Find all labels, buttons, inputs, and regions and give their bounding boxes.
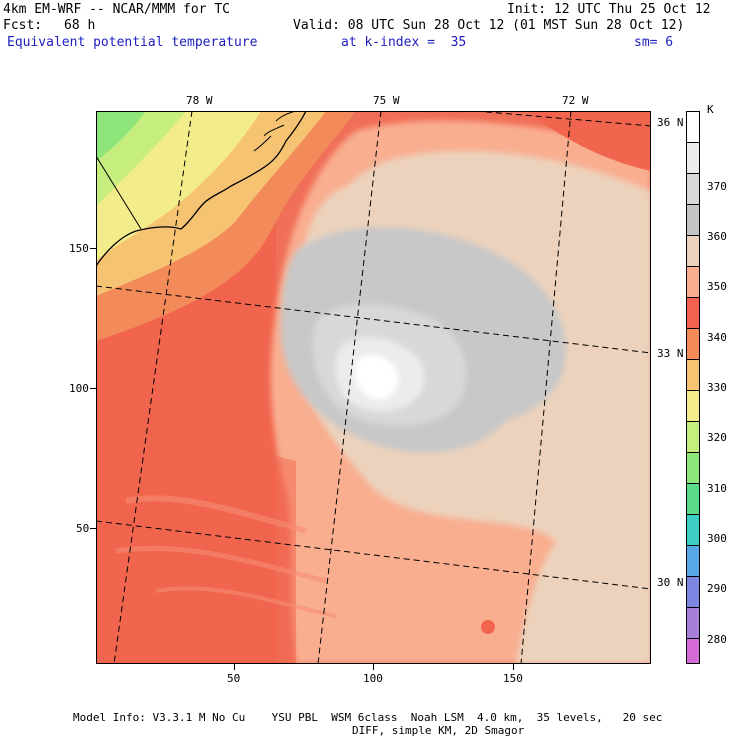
colorbar-cell xyxy=(687,205,699,236)
x-label-100: 100 xyxy=(363,672,383,685)
forecast-hour: 68 h xyxy=(64,18,96,33)
colorbar-label: 330 xyxy=(707,381,727,394)
y-label-150: 150 xyxy=(69,242,89,255)
x-tick-50 xyxy=(234,664,235,670)
colorbar-cell xyxy=(687,422,699,453)
colorbar-label: 320 xyxy=(707,431,727,444)
colorbar-cell xyxy=(687,515,699,546)
colorbar-cell xyxy=(687,329,699,360)
graticule xyxy=(96,111,651,664)
x-label-50: 50 xyxy=(227,672,241,685)
colorbar-cell xyxy=(687,174,699,205)
colorbar-label: 290 xyxy=(707,582,727,595)
colorbar xyxy=(686,111,700,664)
theta-e-map xyxy=(96,111,651,664)
lon-label-72w: 72 W xyxy=(562,94,589,107)
lon-line-75w xyxy=(317,111,382,664)
x-label-150: 150 xyxy=(503,672,523,685)
forecast-label: Fcst: xyxy=(3,18,43,33)
colorbar-cell xyxy=(687,453,699,484)
y-tick-100 xyxy=(90,388,96,389)
colorbar-cell xyxy=(687,112,699,143)
colorbar-cell xyxy=(687,360,699,391)
colorbar-cell xyxy=(687,236,699,267)
lon-label-75w: 75 W xyxy=(373,94,400,107)
field-band-375 xyxy=(354,354,399,400)
field-blob-red xyxy=(481,620,495,634)
lat-label-36n: 36 N xyxy=(657,116,684,129)
field-band-ne xyxy=(526,111,651,171)
colorbar-cell xyxy=(687,267,699,298)
model-info-2: DIFF, simple KM, 2D Smagor xyxy=(352,724,525,737)
lat-label-33n: 33 N xyxy=(657,347,684,360)
colorbar-label: 340 xyxy=(707,331,727,344)
lon-line-78w xyxy=(113,111,193,664)
lon-line-72w xyxy=(520,111,572,664)
colorbar-label: 360 xyxy=(707,230,727,243)
colorbar-cell xyxy=(687,484,699,515)
colorbar-cell xyxy=(687,546,699,577)
coastline xyxy=(96,111,307,267)
field-name: Equivalent potential temperature xyxy=(7,35,258,50)
lat-line-30n xyxy=(96,520,651,590)
init-time: Init: 12 UTC Thu 25 Oct 12 xyxy=(507,2,711,17)
colorbar-label: 300 xyxy=(707,532,727,545)
field-streak-4 xyxy=(155,586,337,618)
x-tick-150 xyxy=(513,664,514,670)
colorbar-cell xyxy=(687,608,699,639)
lat-label-30n: 30 N xyxy=(657,576,684,589)
valid-time: Valid: 08 UTC Sun 28 Oct 12 (01 MST Sun … xyxy=(293,18,685,33)
lat-line-33n xyxy=(96,285,651,354)
field-band-310 xyxy=(96,111,146,161)
model-info: Model Info: V3.3.1 M No Cu YSU PBL WSM 6… xyxy=(73,711,663,724)
x-tick-100 xyxy=(373,664,374,670)
field-streak-2 xyxy=(125,495,307,534)
theta-e-field xyxy=(96,111,651,664)
colorbar-unit: K xyxy=(707,103,714,116)
colorbar-label: 280 xyxy=(707,633,727,646)
colorbar-cell xyxy=(687,639,699,663)
colorbar-cell xyxy=(687,391,699,422)
lon-label-78w: 78 W xyxy=(186,94,213,107)
y-label-100: 100 xyxy=(69,382,89,395)
colorbar-label: 310 xyxy=(707,482,727,495)
colorbar-cell xyxy=(687,143,699,174)
y-tick-150 xyxy=(90,248,96,249)
y-label-50: 50 xyxy=(76,522,90,535)
field-streak-3 xyxy=(115,545,327,584)
state-border xyxy=(96,155,142,230)
colorbar-cell xyxy=(687,577,699,608)
level-label: at k-index = 35 xyxy=(341,35,467,50)
colorbar-cell xyxy=(687,298,699,329)
colorbar-label: 370 xyxy=(707,180,727,193)
model-title: 4km EM-WRF -- NCAR/MMM for TC xyxy=(3,2,230,17)
smoothing-label: sm= 6 xyxy=(634,35,674,50)
colorbar-label: 350 xyxy=(707,280,727,293)
y-tick-50 xyxy=(90,528,96,529)
